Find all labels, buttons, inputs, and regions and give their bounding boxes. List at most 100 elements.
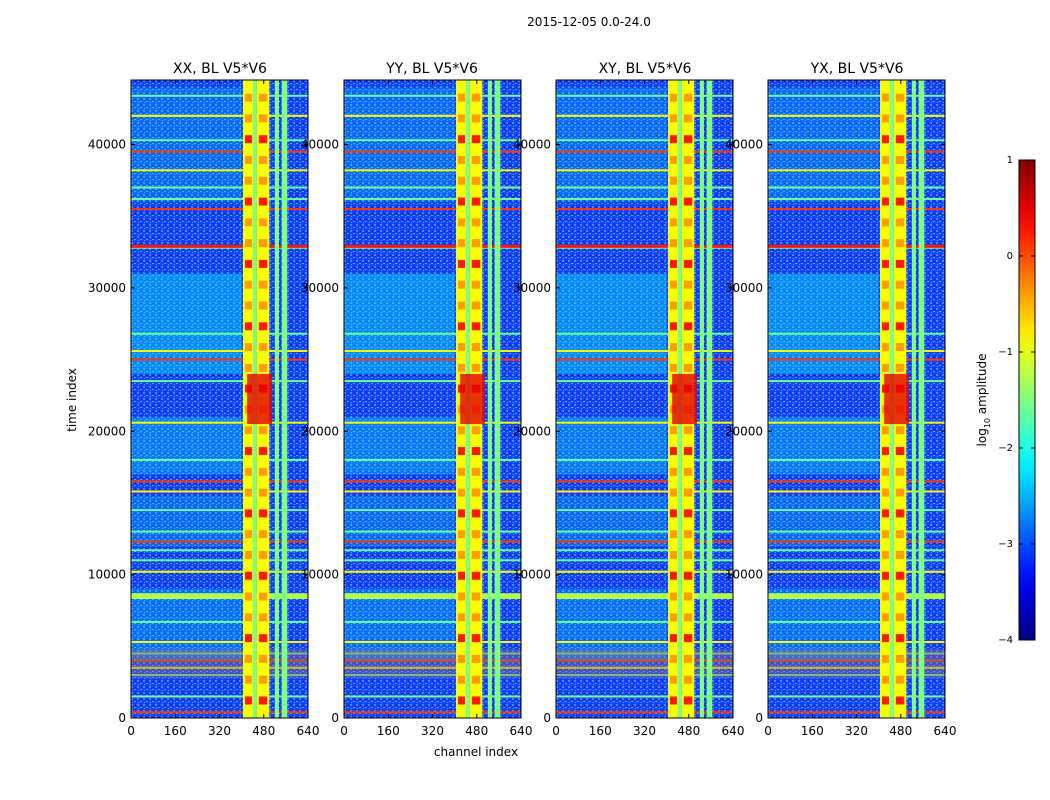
rfi-channel-blob xyxy=(258,571,268,580)
rfi-channel-band xyxy=(487,80,492,718)
rfi-channel-blob xyxy=(471,280,481,289)
rfi-channel-blob xyxy=(895,322,905,331)
emission-patch xyxy=(768,495,879,546)
y-tick-label: 40000 xyxy=(725,138,763,152)
rfi-time-line xyxy=(556,659,733,662)
emission-patch xyxy=(556,588,667,661)
rfi-channel-blob xyxy=(458,155,466,164)
rfi-channel-blob xyxy=(258,426,268,435)
rfi-channel-blob xyxy=(258,447,268,456)
rfi-band-strong xyxy=(344,593,521,600)
rfi-time-line xyxy=(768,114,945,117)
rfi-time-line xyxy=(768,570,945,573)
rfi-channel-blob xyxy=(670,176,678,185)
rfi-channel-blob xyxy=(683,343,693,352)
rfi-channel-blob xyxy=(882,550,890,559)
rfi-burst xyxy=(672,373,698,396)
rfi-channel-blob xyxy=(258,197,268,206)
rfi-time-line xyxy=(131,197,308,200)
rfi-channel-blob xyxy=(258,675,268,684)
y-tick-label: 30000 xyxy=(725,281,763,295)
rfi-channel-blob xyxy=(471,135,481,144)
x-tick-label: 480 xyxy=(889,724,912,738)
colorbar-label: log10 amplitude xyxy=(975,354,992,447)
rfi-channel-blob xyxy=(258,93,268,102)
rfi-channel-blob xyxy=(258,135,268,144)
rfi-channel-blob xyxy=(670,696,678,705)
rfi-time-line xyxy=(556,358,733,361)
rfi-channel-blob xyxy=(882,218,890,227)
rfi-time-line xyxy=(768,530,945,533)
rfi-channel-blob xyxy=(471,363,481,372)
rfi-channel-blob xyxy=(670,135,678,144)
panel-yx: YX, BL V5*V6 0 160 320 480 640 0 10000 20000 300… xyxy=(725,61,957,738)
rfi-channel-blob xyxy=(258,176,268,185)
rfi-channel-band xyxy=(494,80,501,718)
rfi-channel-blob xyxy=(895,550,905,559)
rfi-channel-blob xyxy=(882,363,890,372)
plot-area-yx: 0 160 320 480 640 0 10000 20000 30000 40000 xyxy=(725,79,956,738)
colorbar-tick-label: −2 xyxy=(998,443,1013,454)
panel-yy: YY, BL V5*V6 0 160 320 480 640 0 10000 20000 300… xyxy=(301,61,533,738)
rfi-channel-blob xyxy=(683,447,693,456)
rfi-channel-blob xyxy=(683,218,693,227)
rfi-channel-blob xyxy=(458,259,466,268)
rfi-channel-blob xyxy=(683,467,693,476)
x-tick-label: 480 xyxy=(677,724,700,738)
rfi-channel-blob xyxy=(683,509,693,518)
rfi-channel-blob xyxy=(471,114,481,123)
x-tick-label: 640 xyxy=(510,724,533,738)
rfi-channel-blob xyxy=(882,592,890,601)
rfi-time-line xyxy=(131,711,308,714)
rfi-channel-blob xyxy=(245,447,253,456)
rfi-time-line xyxy=(768,666,945,669)
colorbar-gradient xyxy=(1018,159,1036,641)
rfi-channel-blob xyxy=(258,654,268,663)
rfi-channel-blob xyxy=(258,696,268,705)
chart-title: 2015-12-05 0.0-24.0 xyxy=(527,15,651,29)
rfi-time-line xyxy=(344,711,521,714)
rfi-time-line xyxy=(556,169,733,172)
rfi-time-line xyxy=(344,509,521,512)
colorbar-tick-label: −4 xyxy=(998,635,1013,646)
rfi-channel-blob xyxy=(471,488,481,497)
rfi-channel-blob xyxy=(882,280,890,289)
emission-patch xyxy=(768,416,879,475)
rfi-channel-blob xyxy=(683,634,693,643)
rfi-channel-blob xyxy=(458,592,466,601)
rfi-time-line xyxy=(131,509,308,512)
y-tick-label: 10000 xyxy=(513,568,551,582)
rfi-band-strong xyxy=(556,593,733,600)
panel-xx: XX, BL V5*V6 0 160 320 480 640 0 10000 20000 300… xyxy=(88,61,320,738)
rfi-channel-blob xyxy=(895,114,905,123)
rfi-channel-blob xyxy=(258,488,268,497)
rfi-time-line xyxy=(344,197,521,200)
rfi-channel-blob xyxy=(458,363,466,372)
rfi-time-line xyxy=(768,197,945,200)
rfi-time-line xyxy=(556,695,733,698)
rfi-time-line xyxy=(556,666,733,669)
x-tick-label: 640 xyxy=(297,724,320,738)
rfi-time-line xyxy=(556,559,733,562)
rfi-time-line xyxy=(131,652,308,655)
rfi-time-line xyxy=(131,458,308,461)
rfi-time-line xyxy=(131,659,308,662)
rfi-time-line xyxy=(556,349,733,352)
rfi-channel-blob xyxy=(670,592,678,601)
rfi-channel-blob xyxy=(471,218,481,227)
rfi-channel-band xyxy=(699,80,704,718)
x-tick-label: 160 xyxy=(589,724,612,738)
rfi-time-line xyxy=(131,666,308,669)
emission-patch xyxy=(131,416,242,475)
rfi-channel-blob xyxy=(245,509,253,518)
x-tick-label: 0 xyxy=(127,724,135,738)
rfi-channel-blob xyxy=(471,197,481,206)
rfi-time-line xyxy=(344,349,521,352)
rfi-channel-blob xyxy=(895,509,905,518)
rfi-channel-blob xyxy=(258,322,268,331)
rfi-channel-blob xyxy=(670,93,678,102)
rfi-channel-blob xyxy=(458,239,466,248)
rfi-channel-blob xyxy=(670,239,678,248)
rfi-time-line xyxy=(768,332,945,335)
y-tick-label: 40000 xyxy=(513,138,551,152)
